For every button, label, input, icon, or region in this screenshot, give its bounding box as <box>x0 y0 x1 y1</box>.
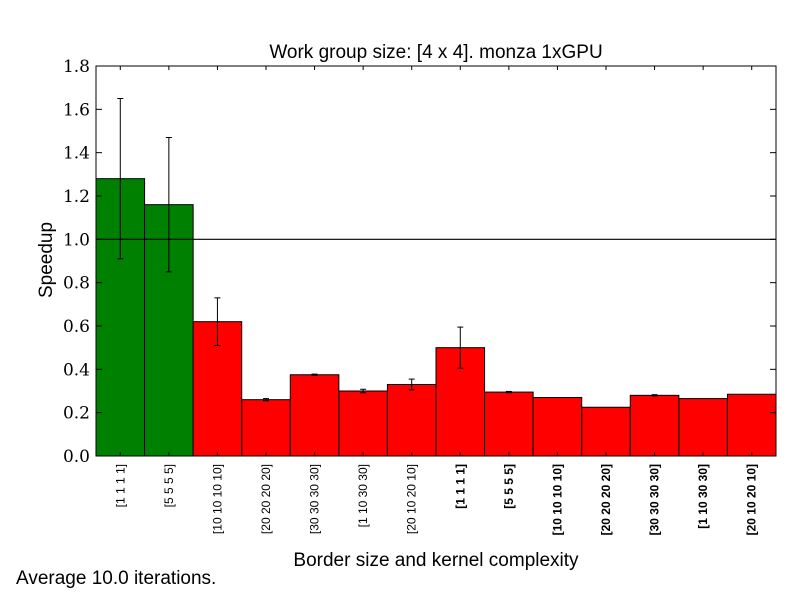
error-bar-4 <box>311 373 318 376</box>
bar-8 <box>484 391 534 457</box>
x-tick-label-4: [30 30 30 30] <box>308 464 322 534</box>
error-bar-2 <box>214 297 221 346</box>
error-bar-8 <box>505 390 512 394</box>
error-bar-3 <box>263 398 269 402</box>
y-tick-label-4: 0.8 <box>63 274 90 294</box>
error-bar-6 <box>408 378 415 391</box>
bar-13 <box>726 393 777 457</box>
x-tick-label-8: [5 5 5 5] <box>502 464 516 509</box>
y-tick-label-5: 1.0 <box>63 230 90 250</box>
x-tick-label-13: [20 10 20 10] <box>745 464 759 535</box>
y-axis-label: Speedup <box>36 222 57 298</box>
bar-6 <box>386 384 437 457</box>
error-bar-0 <box>117 98 124 260</box>
y-tick-label-6: 1.2 <box>63 187 90 207</box>
y-tick-label-9: 1.8 <box>63 57 90 77</box>
bar-5 <box>338 390 388 457</box>
bar-11 <box>629 394 680 457</box>
chart-title: Work group size: [4 x 4]. monza 1xGPU <box>269 42 602 63</box>
y-tick-label-7: 1.4 <box>63 144 90 164</box>
error-bar-11 <box>651 394 658 397</box>
y-tick-label-3: 0.6 <box>63 317 90 337</box>
footnote: Average 10.0 iterations. <box>16 568 217 589</box>
x-tick-label-5: [1 10 30 30] <box>356 464 370 527</box>
x-tick-label-9: [10 10 10 10] <box>550 464 564 535</box>
bar-12 <box>678 398 728 457</box>
bars-group <box>95 178 777 457</box>
x-tick-label-10: [20 20 20 20] <box>599 464 613 535</box>
plot-frame <box>95 65 777 457</box>
bar-10 <box>581 406 631 457</box>
y-tick-label-2: 0.4 <box>63 360 90 380</box>
bar-4 <box>289 374 340 457</box>
x-tick-label-6: [20 10 20 10] <box>405 464 419 534</box>
x-tick-label-12: [1 10 30 30] <box>696 464 710 529</box>
y-axis: 0.0 0.2 0.4 0.6 0.8 1.0 1.2 1.4 1.6 1.8 <box>63 57 776 467</box>
x-tick-label-7: [1 1 1 1] <box>453 464 467 509</box>
x-tick-label-3: [20 20 20 20] <box>259 464 273 534</box>
y-tick-label-8: 1.6 <box>63 100 90 120</box>
error-bar-7 <box>457 326 464 369</box>
y-tick-label-1: 0.2 <box>63 404 90 424</box>
x-tick-label-0: [1 1 1 1] <box>113 464 127 507</box>
bar-9 <box>532 397 583 457</box>
x-tick-label-2: [10 10 10 10] <box>210 464 224 534</box>
error-bars-group <box>117 98 658 402</box>
error-bar-1 <box>165 137 172 273</box>
y-tick-label-0: 0.0 <box>63 447 90 467</box>
error-bar-5 <box>360 388 367 394</box>
bar-3 <box>241 399 291 457</box>
x-tick-label-1: [5 5 5 5] <box>162 464 176 507</box>
x-axis-label: Border size and kernel complexity <box>293 550 579 571</box>
x-axis: [1 1 1 1] [5 5 5 5] [10 10 10 10] [20 20 20… <box>113 66 759 535</box>
x-tick-label-11: [30 30 30 30] <box>648 464 662 535</box>
